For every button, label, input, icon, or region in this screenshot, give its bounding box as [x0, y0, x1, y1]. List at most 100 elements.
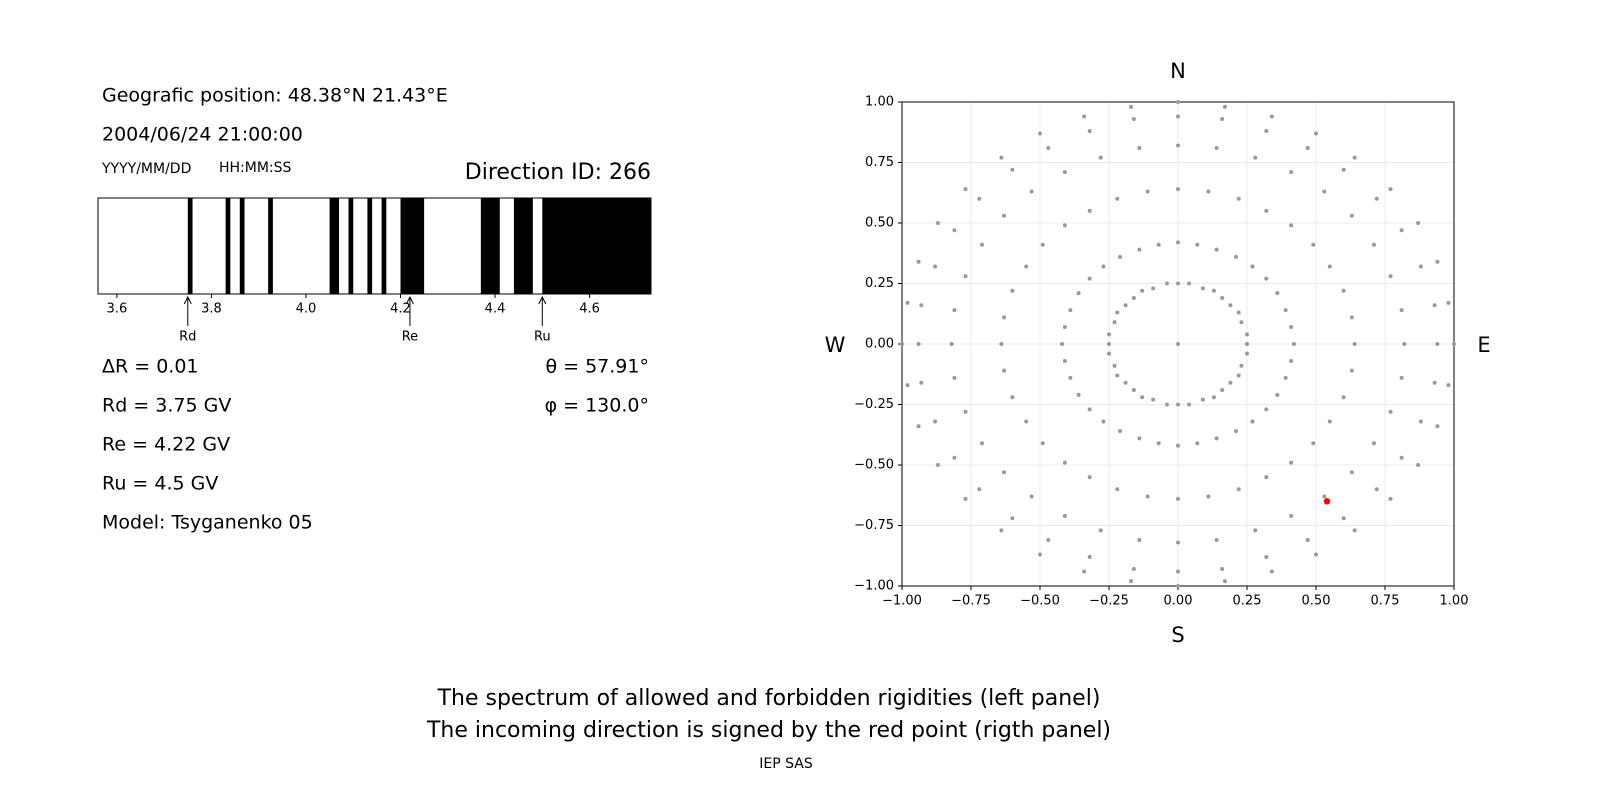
- forbidden-band: [329, 198, 340, 294]
- direction-point: [1137, 145, 1142, 150]
- direction-point: [1352, 342, 1357, 346]
- annotation-label: Ru: [534, 330, 551, 345]
- direction-point: [1112, 363, 1117, 368]
- direction-point: [933, 264, 938, 269]
- direction-point: [952, 228, 957, 233]
- direction-point: [1137, 247, 1142, 252]
- direction-point: [1176, 114, 1180, 119]
- direction-point: [1140, 395, 1145, 400]
- direction-point: [1029, 494, 1034, 499]
- direction-point: [1176, 584, 1180, 588]
- compass-west: W: [825, 333, 846, 357]
- y-tick-label: −0.75: [854, 518, 894, 533]
- y-tick-label: −0.25: [854, 397, 894, 412]
- direction-point: [1416, 221, 1421, 225]
- direction-point: [1222, 579, 1227, 584]
- y-tick-label: 1.00: [865, 95, 894, 110]
- ru-value: Ru = 4.5 GV: [102, 473, 218, 495]
- direction-point: [1388, 187, 1393, 192]
- direction-point: [1068, 308, 1073, 313]
- direction-point: [1164, 281, 1169, 286]
- direction-point: [1101, 264, 1106, 269]
- compass-east: E: [1477, 333, 1490, 357]
- direction-point: [1187, 281, 1192, 286]
- direction-point: [1432, 303, 1437, 308]
- direction-point: [1029, 189, 1034, 194]
- direction-point: [1164, 402, 1169, 407]
- direction-point: [1275, 291, 1280, 296]
- direction-point: [1176, 187, 1180, 192]
- direction-point: [1253, 528, 1258, 533]
- direction-point: [1098, 155, 1103, 160]
- direction-point: [1233, 429, 1238, 434]
- direction-id: Direction ID: 266: [465, 160, 651, 185]
- caption-line: The spectrum of allowed and forbidden ri…: [437, 686, 1101, 711]
- x-tick-label: 4.4: [485, 302, 506, 317]
- direction-point: [1349, 315, 1354, 320]
- forbidden-band: [239, 198, 245, 294]
- direction-point: [1087, 208, 1092, 213]
- direction-point: [1220, 116, 1225, 121]
- direction-point: [1176, 100, 1180, 104]
- direction-point: [905, 383, 910, 388]
- direction-point: [1305, 538, 1310, 543]
- direction-point: [1046, 538, 1051, 543]
- forbidden-band: [367, 198, 373, 294]
- direction-point: [1206, 494, 1211, 499]
- forbidden-band: [513, 198, 533, 294]
- direction-point: [933, 419, 938, 424]
- direction-point: [1123, 380, 1128, 385]
- y-tick-label: 0.25: [865, 276, 894, 291]
- direction-point: [1399, 375, 1404, 380]
- forbidden-band: [268, 198, 273, 294]
- delta-r: ΔR = 0.01: [102, 356, 199, 378]
- direction-point: [999, 155, 1004, 160]
- direction-point: [1200, 286, 1205, 291]
- x-tick-label: 3.8: [201, 302, 222, 317]
- direction-point: [1068, 375, 1073, 380]
- direction-point: [935, 463, 940, 467]
- forbidden-band: [348, 198, 354, 294]
- direction-point: [1214, 538, 1219, 543]
- forbidden-band: [225, 198, 231, 294]
- direction-point: [1038, 552, 1042, 557]
- direction-point: [1341, 395, 1346, 400]
- direction-point: [1060, 342, 1065, 346]
- direction-point: [1388, 409, 1393, 414]
- direction-point: [1349, 368, 1354, 373]
- time-format: HH:MM:SS: [219, 160, 292, 176]
- direction-point: [1399, 228, 1404, 233]
- forbidden-band: [381, 198, 387, 294]
- direction-point: [980, 242, 985, 247]
- datetime-text: 2004/06/24 21:00:00: [102, 124, 303, 146]
- direction-point: [1239, 363, 1244, 368]
- direction-point: [963, 409, 968, 414]
- y-tick-label: 0.75: [865, 155, 894, 170]
- direction-point: [1220, 567, 1225, 572]
- direction-point: [1374, 487, 1379, 492]
- direction-point: [916, 259, 921, 264]
- direction-point: [999, 528, 1004, 533]
- direction-point: [1245, 332, 1249, 337]
- theta: θ = 57.91°: [545, 356, 649, 378]
- direction-point: [1010, 288, 1015, 293]
- direction-point: [1228, 303, 1233, 308]
- direction-point: [1087, 276, 1092, 281]
- direction-point: [1341, 167, 1346, 172]
- direction-point: [1131, 567, 1136, 572]
- x-tick-label: 0.50: [1302, 594, 1331, 609]
- direction-point: [1245, 342, 1249, 346]
- direction-point: [1151, 286, 1156, 291]
- direction-point: [949, 342, 954, 346]
- direction-point: [1435, 424, 1440, 429]
- direction-point: [1123, 303, 1128, 308]
- direction-point: [1129, 104, 1134, 109]
- compass-north: N: [1170, 59, 1186, 83]
- x-tick-label: 0.75: [1371, 594, 1400, 609]
- direction-point: [1322, 189, 1327, 194]
- direction-point: [1002, 315, 1007, 320]
- direction-point: [1305, 145, 1310, 150]
- direction-point: [1245, 351, 1249, 356]
